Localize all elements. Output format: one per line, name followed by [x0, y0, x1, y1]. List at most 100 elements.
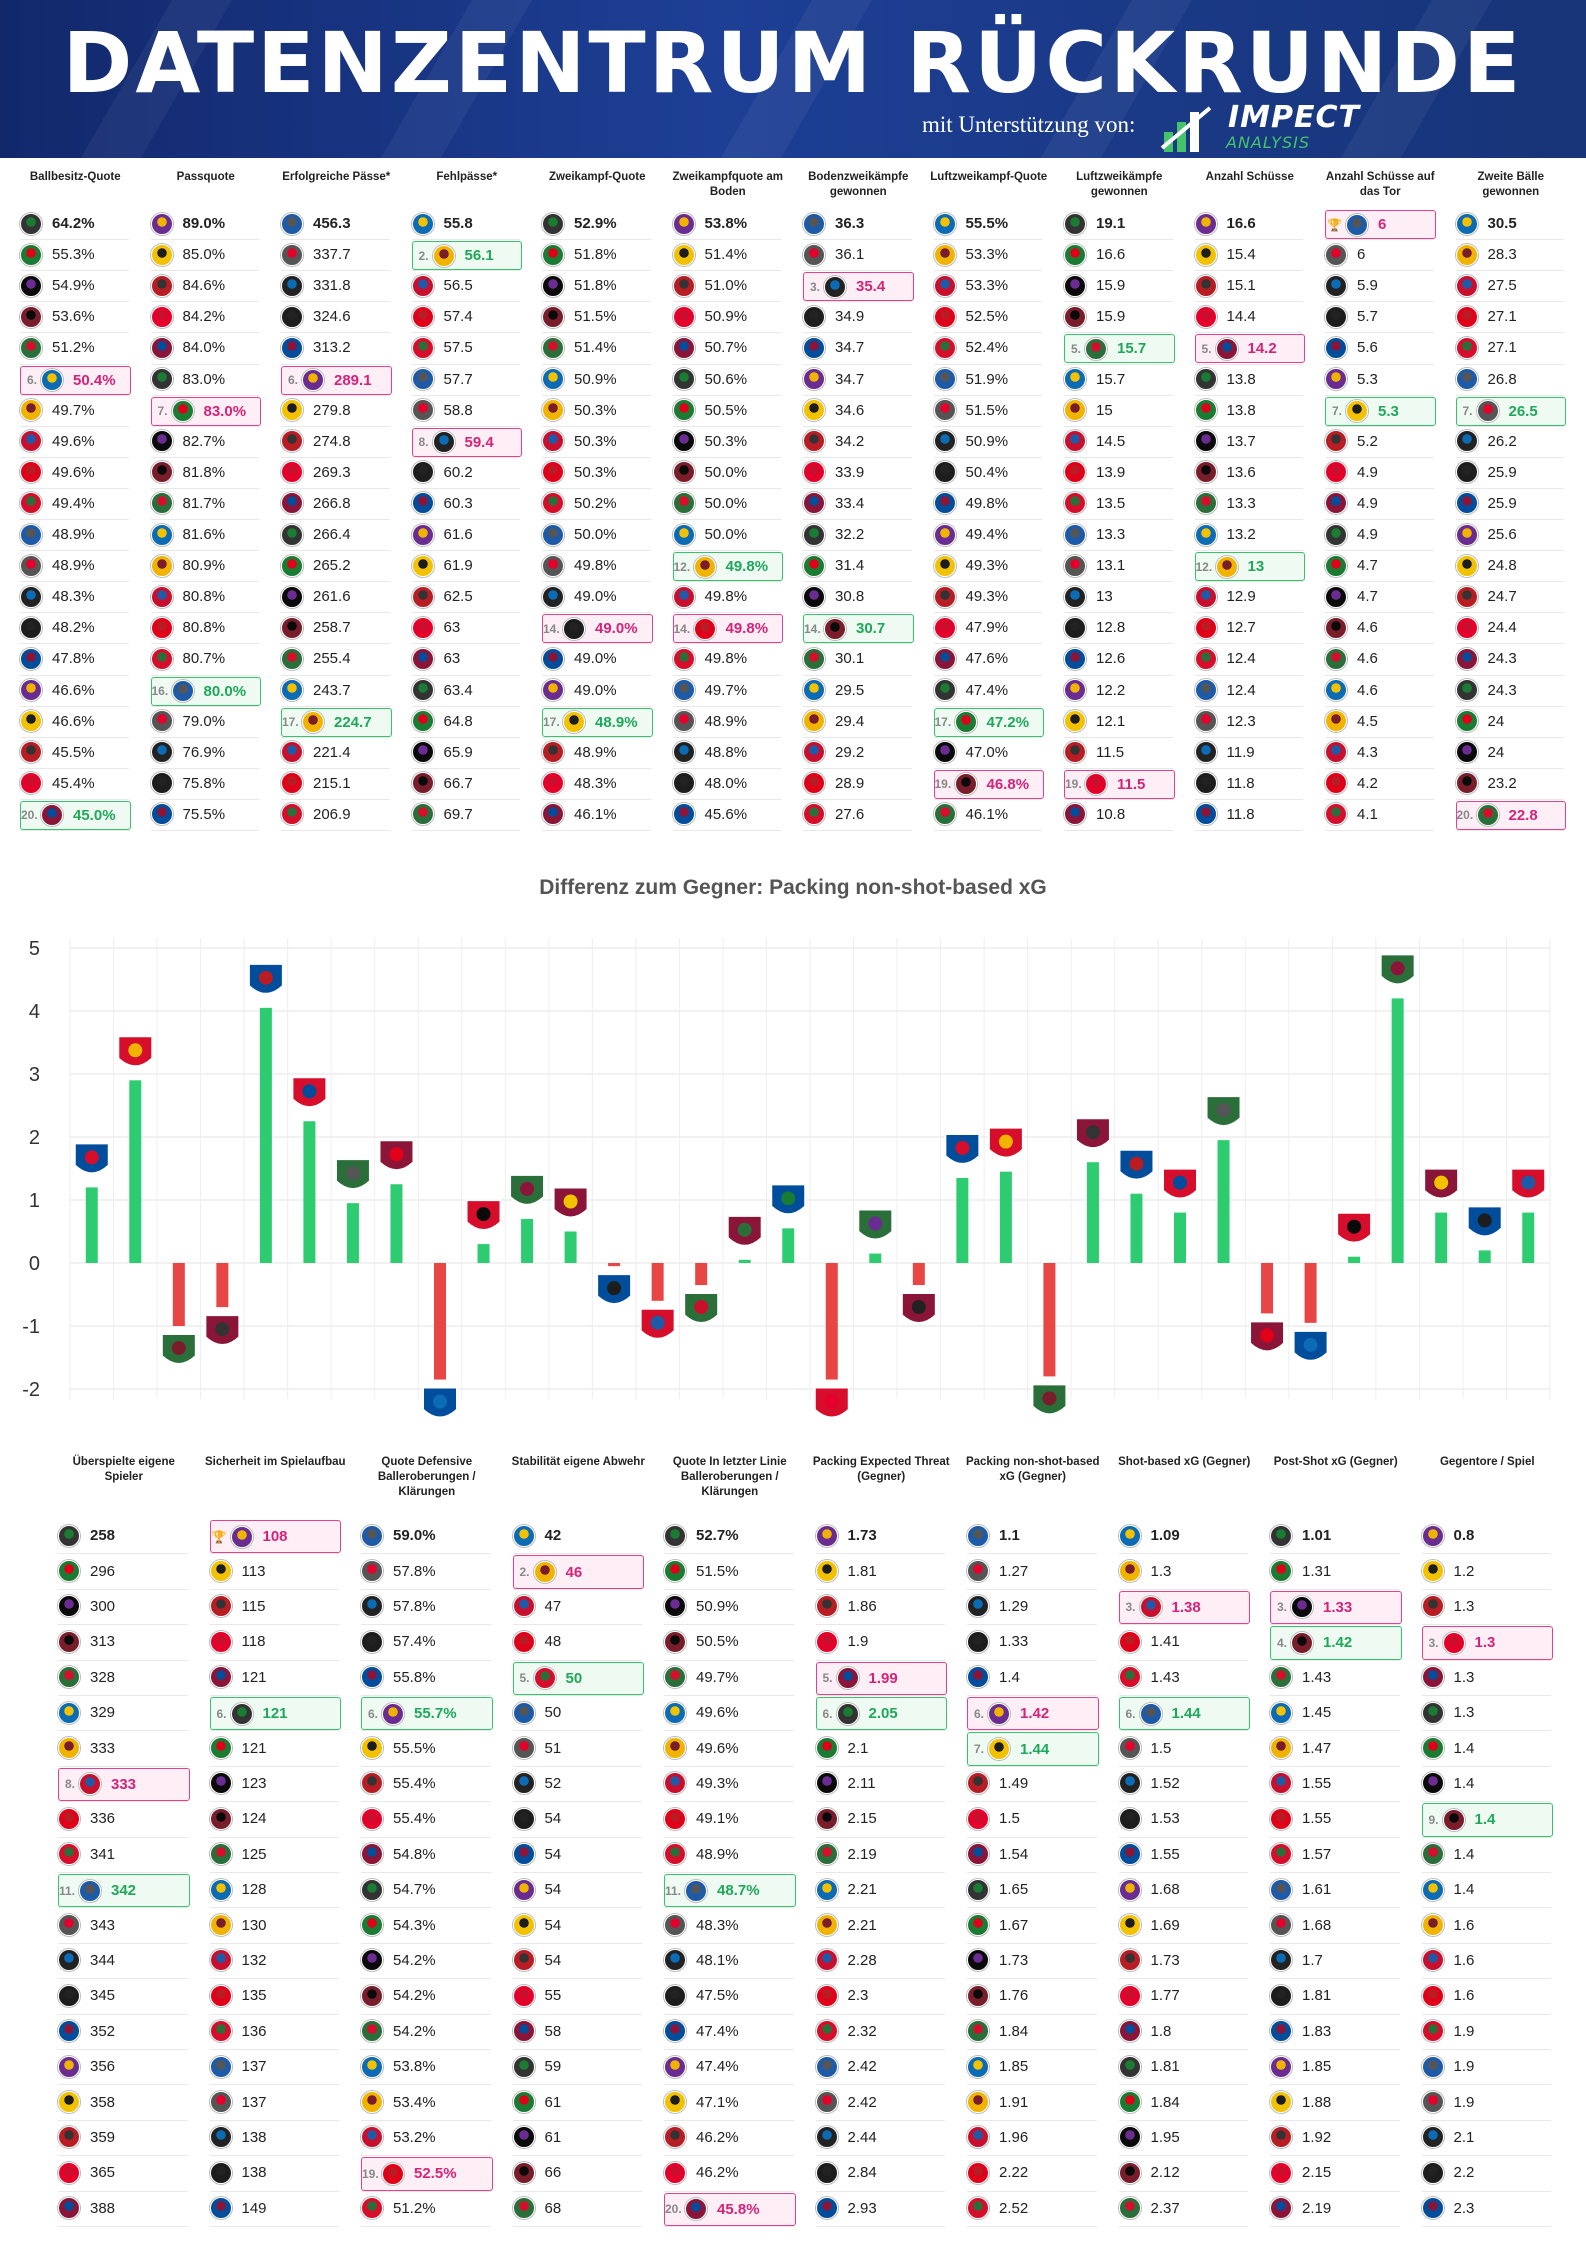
rank-label: 20.	[1456, 808, 1474, 823]
club-crest-icon	[1325, 710, 1347, 733]
bottom-cell: 1.4	[1421, 1732, 1552, 1763]
bottom-cell: 1.67	[967, 1909, 1097, 1940]
top-value: 29.2	[835, 743, 865, 761]
bottom-cell: 1.55	[1270, 1768, 1400, 1799]
row-divider	[1455, 612, 1564, 614]
club-crest-icon	[533, 1667, 556, 1690]
club-crest-icon	[1270, 2020, 1292, 2043]
bottom-value: 59.0%	[393, 1527, 436, 1545]
bottom-cell: 136	[209, 2016, 340, 2047]
top-cell: 69.7	[411, 801, 521, 828]
rank-label: 3.	[1428, 1635, 1439, 1650]
club-crest-icon	[967, 2161, 989, 2184]
club-crest-icon	[803, 461, 825, 484]
club-crest-icon	[512, 1807, 535, 1830]
row-divider	[1270, 1907, 1400, 1909]
club-crest-icon	[1325, 679, 1347, 702]
club-crest-icon	[1194, 772, 1217, 795]
top-cell: 84.6%	[150, 272, 260, 299]
top-cell: 53.3%	[933, 272, 1043, 299]
bottom-value: 1.68	[1302, 1916, 1332, 1934]
top-value: 14.5	[1096, 432, 1126, 450]
club-crest-icon	[411, 399, 434, 422]
club-crest-icon	[664, 2091, 686, 2114]
club-crest-icon	[542, 647, 564, 670]
top-value: 23.2	[1487, 774, 1517, 792]
top-cell: 11.9	[1194, 739, 1304, 766]
top-value: 47.0%	[965, 743, 1009, 761]
club-crest-icon	[1064, 679, 1086, 702]
row-divider	[281, 425, 390, 427]
row-divider	[672, 425, 781, 427]
club-crest-icon	[563, 711, 585, 734]
top-cell: 50.3%	[542, 459, 651, 486]
row-divider	[542, 363, 651, 365]
impect-logo-icon	[1160, 106, 1212, 152]
bar	[1348, 1256, 1361, 1263]
bottom-col-header: Packing non-shot-based xG (Gegner)	[965, 1456, 1100, 1483]
bottom-value: 2.12	[1150, 2164, 1180, 2182]
top-value: 46.1%	[965, 805, 1009, 823]
top-cell: 49.8%	[672, 583, 782, 610]
row-divider	[411, 332, 520, 334]
bottom-value: 2.15	[847, 1810, 877, 1828]
club-crest-icon	[1139, 1702, 1162, 1725]
bottom-value: 1.3	[1474, 1634, 1496, 1652]
row-divider	[411, 674, 520, 676]
row-divider	[1455, 674, 1564, 676]
bar	[869, 1253, 882, 1263]
top-cell: 50.9%	[672, 303, 782, 330]
top-cell: 27.1	[1455, 303, 1565, 330]
bottom-cell: 48.1%	[664, 1945, 794, 1976]
bottom-value: 2.3	[847, 1987, 869, 2005]
bottom-value: 137	[241, 2058, 267, 2076]
bottom-value: 1.61	[1302, 1881, 1332, 1899]
club-crest-icon	[1064, 803, 1086, 826]
top-value: 49.6%	[52, 463, 95, 481]
top-value: 66.7	[443, 774, 473, 792]
rank-label: 🏆	[211, 1529, 227, 1544]
bottom-cell: 2.21	[815, 1909, 946, 1940]
club-crest-icon	[933, 616, 956, 639]
row-divider	[512, 1907, 642, 1909]
club-crest-icon	[20, 305, 42, 328]
row-divider	[1270, 1695, 1400, 1696]
club-crest-icon	[1325, 430, 1347, 453]
bottom-cell: 49.3%	[664, 1768, 794, 1799]
bottom-value: 47.1%	[696, 2093, 739, 2111]
club-crest-icon	[411, 461, 434, 484]
top-value: 30.7	[856, 620, 886, 638]
top-cell: 80.7%	[150, 645, 260, 672]
bottom-cell: 128	[209, 1874, 340, 1905]
rank-label: 7.	[973, 1742, 984, 1757]
bottom-cell: 48.9%	[664, 1839, 794, 1870]
row-divider	[411, 301, 520, 303]
top-value: 50.4%	[965, 463, 1009, 481]
top-value: 29.5	[835, 681, 865, 699]
club-crest-icon	[1325, 554, 1347, 577]
top-value: 63.4	[443, 681, 473, 699]
row-divider	[967, 1836, 1097, 1838]
top-cell: 25.9	[1455, 459, 1565, 486]
top-cell: 12.6	[1064, 645, 1173, 672]
top-value: 53.3%	[965, 246, 1009, 264]
bottom-value: 48.1%	[696, 1951, 739, 1969]
club-crest-icon	[1118, 1878, 1141, 1901]
top-value: 15	[1096, 401, 1113, 419]
bottom-value: 1.84	[1150, 2093, 1180, 2111]
club-crest-icon	[967, 1595, 989, 1618]
club-crest-icon	[1194, 430, 1217, 453]
top-value: 50.0%	[704, 494, 748, 512]
bottom-value: 54	[544, 1881, 562, 1899]
top-cell: 48.9%	[672, 708, 782, 735]
club-crest-icon	[361, 1878, 383, 1901]
top-value: 12.4	[1226, 650, 1256, 668]
row-divider	[1194, 270, 1303, 272]
club-crest-icon	[1194, 710, 1217, 733]
club-crest-icon	[411, 274, 434, 297]
club-crest-icon	[1442, 1808, 1465, 1831]
row-divider	[542, 301, 651, 303]
row-divider	[281, 487, 390, 489]
club-crest-icon	[1270, 1524, 1292, 1547]
club-crest-icon	[967, 2091, 989, 2114]
